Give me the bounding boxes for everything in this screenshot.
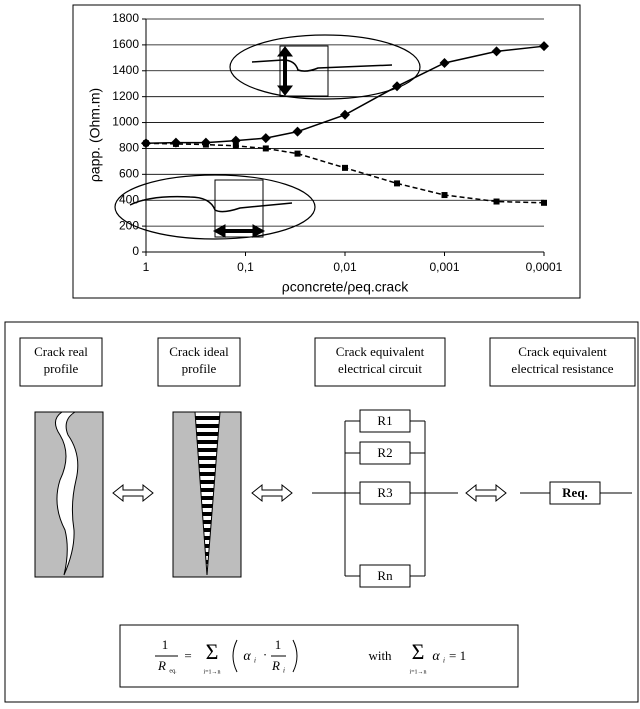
y-tick-label: 1600	[112, 37, 139, 51]
real-profile	[35, 412, 103, 577]
formula-text: α	[243, 649, 251, 664]
y-tick-label: 800	[119, 141, 139, 155]
formula-text: eq.	[169, 668, 177, 674]
x-tick-label: 0,01	[333, 260, 357, 274]
header-text: profile	[182, 361, 217, 376]
point	[295, 151, 301, 157]
resistor-label: R1	[377, 413, 392, 428]
formula-text: 1	[275, 637, 282, 652]
req-box: Req.	[550, 482, 600, 504]
formula-text: i	[254, 657, 256, 665]
point	[203, 142, 209, 148]
chart-frame	[73, 5, 580, 298]
y-tick-label: 1800	[112, 11, 139, 25]
formula-text: i=1→n	[203, 669, 220, 675]
resistor-label: Rn	[377, 568, 393, 583]
header-text: profile	[44, 361, 79, 376]
x-axis-title: ρconcrete/ρeq.crack	[282, 279, 409, 295]
y-tick-label: 0	[132, 244, 139, 258]
ideal-profile	[173, 412, 241, 577]
formula-text: Σ	[412, 639, 425, 664]
point	[494, 199, 500, 205]
header-text: Crack ideal	[169, 344, 229, 359]
formula-text: R	[271, 658, 280, 673]
x-tick-label: 0,0001	[526, 260, 563, 274]
x-tick-label: 1	[143, 260, 150, 274]
x-tick-label: 0,001	[429, 260, 459, 274]
header-text: Crack equivalent	[518, 344, 607, 359]
point	[342, 165, 348, 171]
formula-text: R	[157, 658, 166, 673]
point	[143, 140, 149, 146]
formula-text: i=1→n	[409, 669, 426, 675]
header-text: electrical resistance	[511, 361, 613, 376]
formula-text: Σ	[206, 639, 219, 664]
resistor-label: R3	[377, 485, 392, 500]
point	[394, 180, 400, 186]
formula-text: = 1	[449, 648, 466, 663]
header-text: Crack real	[34, 344, 88, 359]
req-label: Req.	[562, 485, 588, 500]
formula: 1 R eq. = Σ i=1→n α i · 1 R i with Σ i=1…	[120, 625, 518, 687]
point	[442, 192, 448, 198]
resistor-label: R2	[377, 445, 392, 460]
formula-text: with	[368, 648, 392, 663]
header-text: Crack equivalent	[336, 344, 425, 359]
y-axis-title: ρapp. (Ohm.m)	[87, 88, 103, 182]
formula-text: α	[432, 649, 440, 664]
formula-text: i	[283, 667, 285, 675]
formula-text: i	[443, 657, 445, 665]
formula-text: =	[184, 648, 191, 663]
y-tick-label: 1400	[112, 63, 139, 77]
y-tick-label: 600	[119, 167, 139, 181]
header-text: electrical circuit	[338, 361, 422, 376]
figure: 02004006008001000120014001600180010,10,0…	[0, 0, 640, 704]
y-tick-label: 1000	[112, 115, 139, 129]
x-tick-label: 0,1	[237, 260, 254, 274]
formula-text: ·	[263, 647, 267, 662]
point	[233, 143, 239, 149]
formula-text: 1	[162, 637, 169, 652]
point	[541, 200, 547, 206]
point	[263, 145, 269, 151]
y-tick-label: 200	[119, 218, 139, 232]
point	[173, 141, 179, 147]
y-tick-label: 1200	[112, 89, 139, 103]
